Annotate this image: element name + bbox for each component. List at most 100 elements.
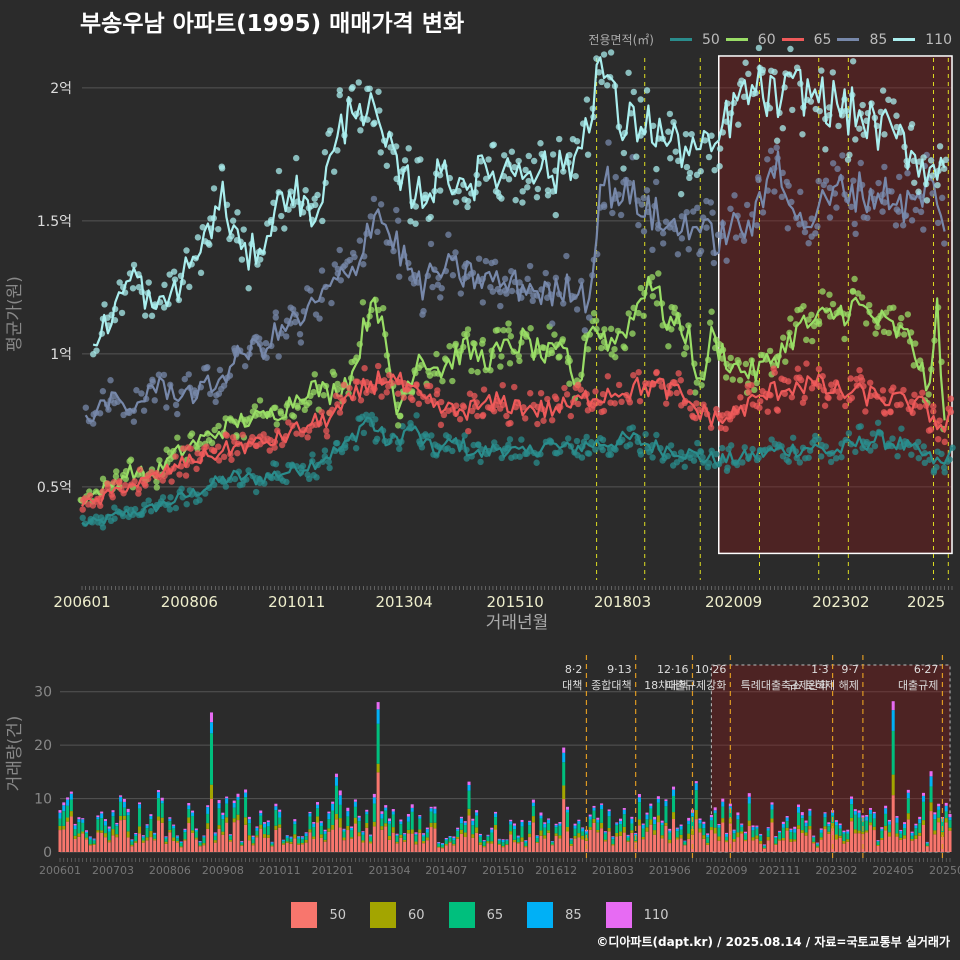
volume-bar-65 [531,806,535,817]
series-110-point [923,197,931,204]
series-50-point [145,497,152,504]
volume-bar-65 [497,840,501,844]
volume-xtick-label: 202405 [872,864,914,877]
volume-bar-60 [369,841,373,844]
volume-bar-50 [259,828,263,852]
volume-bar-110 [456,827,460,830]
series-60-point [898,314,905,322]
volume-bar-110 [319,821,323,823]
series-60-point [590,310,598,317]
series-65-point [858,377,866,384]
volume-bar-110 [395,833,399,835]
price-ytick-label: 1.5억 [37,214,72,230]
volume-bar-65 [73,828,77,836]
series-65-point [916,403,924,410]
series-65-point [600,407,608,415]
volume-bar-50 [153,840,157,852]
series-50-point [99,524,107,531]
series-65-point [540,417,547,424]
series-65-point [673,389,680,397]
volume-bar-65 [240,842,244,845]
volume-bar-60 [622,826,626,833]
volume-bar-110 [255,826,259,828]
series-65-point [856,367,863,374]
volume-bar-65 [509,824,513,832]
volume-bar-65 [244,797,248,818]
volume-bar-50 [164,843,168,852]
volume-bar-110 [346,807,350,812]
volume-bar-65 [263,827,267,835]
volume-bar-85 [209,722,213,734]
volume-bar-50 [266,837,270,852]
legend-label-60: 60 [757,31,776,48]
series-85-point [427,240,435,248]
volume-bar-65 [789,832,793,840]
series-50-point [516,453,523,460]
volume-bar-110 [626,834,630,836]
volume-bar-65 [550,842,554,845]
volume-xtick-label: 200601 [39,864,81,877]
volume-bar-60 [812,841,816,844]
series-60-point [156,457,163,464]
series-110-point [257,256,264,263]
series-85-point [755,176,762,184]
volume-bar-85 [365,811,369,815]
volume-xtick-label: 202111 [759,864,801,877]
volume-bar-110 [664,799,668,802]
series-60-point [742,360,750,368]
volume-bar-85 [384,807,388,811]
series-85-point [181,375,188,383]
volume-bar-65 [228,836,232,840]
series-50-point [338,448,346,456]
volume-bar-65 [149,819,153,831]
volume-bar-60 [766,836,770,841]
series-85-point [609,209,616,217]
volume-bar-110 [251,835,255,837]
volume-bar-50 [664,825,668,852]
series-65-point [378,393,385,400]
volume-bar-60 [709,827,713,831]
volume-policy-name: 종합대책 [591,679,631,692]
legend-item-85: 85 [837,32,887,48]
volume-bar-110 [145,824,149,826]
series-110-point [893,112,900,119]
volume-bar-50 [482,847,486,852]
volume-bar-110 [138,802,142,805]
volume-bar-85 [183,829,187,833]
volume-bar-50 [183,840,187,852]
volume-bar-110 [524,840,528,841]
volume-bar-65 [535,837,539,842]
series-65-point [433,390,441,398]
series-65-point [635,369,642,376]
volume-bar-65 [872,818,876,827]
volume-bar-50 [690,834,694,852]
series-60-point [910,362,917,369]
series-50-point [564,435,572,442]
volume-bar-110 [391,809,395,812]
volume-bar-85 [145,825,149,829]
series-60-point [516,357,523,365]
volume-policy-date: 9·13 [607,663,632,676]
volume-bar-50 [736,837,740,852]
series-110-point [686,174,693,182]
volume-bar-110 [577,819,581,822]
volume-bar-85 [895,817,899,823]
volume-bar-60 [547,830,551,833]
series-60-point [188,430,196,437]
volume-bar-85 [834,821,838,826]
volume-bar-60 [312,836,316,840]
volume-policy-date: 12·16 [657,663,689,676]
volume-bar-50 [232,822,236,852]
volume-bar-110 [789,828,793,830]
volume-bar-65 [145,828,149,838]
series-65-point [947,395,955,402]
series-65-point [534,420,541,428]
volume-bar-85 [800,815,804,819]
series-85-point [107,377,114,384]
volume-bar-65 [948,820,952,828]
volume-bar-110 [300,836,304,838]
volume-bar-60 [414,841,418,845]
volume-bar-110 [115,822,119,825]
volume-bar-50 [834,839,838,852]
series-110-point [302,187,309,194]
